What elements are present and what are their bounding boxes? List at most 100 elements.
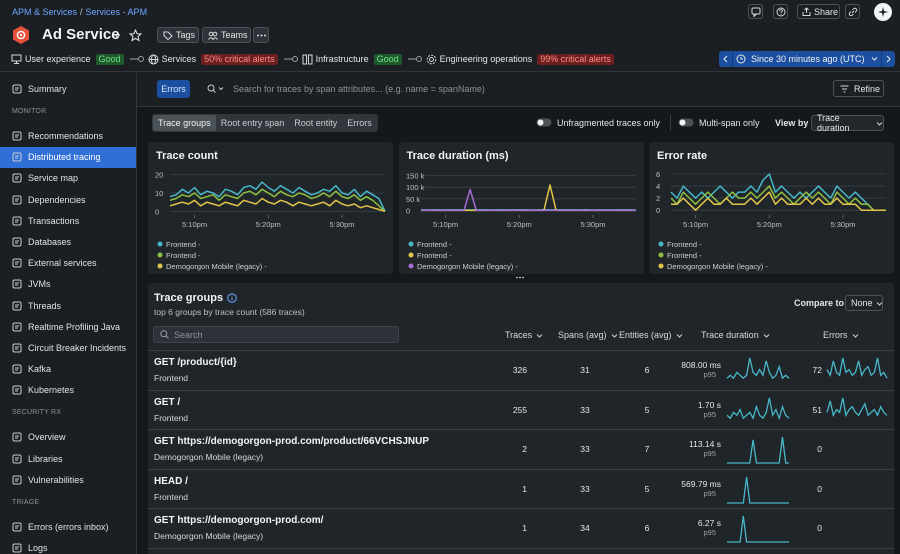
row-percentile: p95 bbox=[703, 409, 716, 419]
nav-item[interactable]: Libraries bbox=[28, 453, 63, 464]
breadcrumb-link[interactable]: APM & Services bbox=[12, 7, 78, 17]
column-header[interactable]: Entities (avg) bbox=[619, 328, 683, 342]
row-spans: 33 bbox=[580, 483, 590, 494]
compare-select[interactable]: None bbox=[845, 295, 883, 311]
y-tick-label: 4 bbox=[656, 182, 660, 191]
more-button[interactable] bbox=[253, 27, 269, 43]
resize-handle-shape bbox=[522, 276, 524, 279]
breadcrumb-link[interactable]: Services - APM bbox=[85, 7, 148, 17]
column-header[interactable]: Spans (avg) bbox=[558, 328, 618, 342]
row-divider bbox=[148, 508, 894, 510]
sparkline-line bbox=[726, 397, 790, 420]
time-picker[interactable]: Since 30 minutes ago (UTC) bbox=[719, 51, 895, 67]
series-line bbox=[169, 181, 386, 212]
column-header[interactable]: Traces bbox=[505, 328, 543, 342]
nav-icon-shape bbox=[12, 216, 22, 226]
series-line bbox=[670, 185, 886, 211]
sparkline bbox=[826, 357, 888, 379]
filter-pill[interactable]: Errors bbox=[157, 80, 190, 98]
nav-icon-shape bbox=[15, 525, 19, 529]
nav-icon-shape bbox=[15, 134, 19, 138]
legend-label: Demogorgon Mobile (legacy) - bbox=[417, 262, 518, 271]
nav-item[interactable]: Realtime Profiling Java bbox=[28, 321, 121, 332]
button-label: Teams bbox=[221, 30, 248, 40]
feedback-button[interactable] bbox=[748, 4, 763, 19]
legend-label: Frontend - bbox=[417, 251, 452, 260]
row-traces: 1 bbox=[522, 523, 527, 534]
nav-item[interactable]: Recommendations bbox=[28, 131, 104, 141]
resize-handle-shape bbox=[519, 276, 521, 279]
nav-icon-shape bbox=[12, 84, 22, 94]
nav-item[interactable]: Databases bbox=[28, 237, 72, 247]
nav-item[interactable]: Dependencies bbox=[28, 194, 86, 205]
nav-item[interactable]: Distributed tracing bbox=[28, 152, 101, 163]
nav-item[interactable]: Service map bbox=[28, 173, 79, 184]
search-input[interactable]: Search for traces by span attributes... … bbox=[233, 84, 485, 94]
toggle-label[interactable]: Unfragmented traces only bbox=[557, 118, 661, 128]
nav-item[interactable]: Summary bbox=[28, 84, 67, 94]
help-icon bbox=[776, 7, 786, 17]
row-traces: 326 bbox=[512, 365, 527, 375]
row-traces: 1 bbox=[522, 483, 527, 494]
nav-item[interactable]: Kubernetes bbox=[28, 385, 75, 396]
tab[interactable]: Root entry span bbox=[220, 118, 285, 128]
column-header-label: Trace duration bbox=[701, 330, 759, 340]
legend-swatch bbox=[658, 263, 664, 269]
table-search[interactable]: Search bbox=[153, 326, 399, 343]
row-duration: 113.14 s bbox=[689, 439, 721, 450]
select-caret bbox=[876, 121, 883, 126]
nav-item[interactable]: JVMs bbox=[28, 279, 51, 290]
legend-swatch bbox=[408, 263, 413, 269]
nav-item[interactable]: Errors (errors inbox) bbox=[28, 521, 109, 532]
y-tick-label: 50 k bbox=[406, 195, 420, 204]
legend-swatch bbox=[658, 252, 664, 258]
nav-item[interactable]: Circuit Breaker Incidents bbox=[28, 343, 127, 353]
toggle-switch-shape bbox=[679, 119, 686, 126]
help-icon-shape bbox=[776, 7, 786, 17]
info-icon-shape bbox=[227, 293, 237, 303]
row-traces: 255 bbox=[512, 404, 527, 415]
row-percentile: p95 bbox=[703, 528, 716, 538]
nav-icon-shape bbox=[15, 219, 19, 223]
nav-icon bbox=[12, 152, 22, 162]
view-by-select[interactable]: Trace duration bbox=[811, 113, 884, 133]
status-label: Infrastructure bbox=[315, 54, 369, 64]
nav-item[interactable]: External services bbox=[28, 258, 97, 269]
nav-icon-shape bbox=[15, 388, 19, 392]
row-name: GET /product/{id} bbox=[154, 357, 237, 368]
header bbox=[0, 0, 900, 72]
y-tick-label: 0 bbox=[406, 206, 410, 215]
view-by-value: Trace duration bbox=[817, 113, 850, 133]
link-button[interactable] bbox=[845, 4, 860, 19]
feedback-icon-shape bbox=[753, 13, 757, 17]
nav-item[interactable]: Transactions bbox=[28, 215, 80, 226]
header-button[interactable]: Teams bbox=[202, 27, 251, 43]
nav-item[interactable]: Threads bbox=[28, 300, 62, 311]
status-icon bbox=[426, 54, 436, 64]
help-button[interactable] bbox=[773, 4, 788, 19]
tab[interactable]: Root entity bbox=[294, 118, 338, 128]
nav-item[interactable]: Overview bbox=[28, 432, 66, 443]
assistant-button[interactable] bbox=[874, 3, 892, 21]
column-header[interactable]: Errors bbox=[823, 328, 859, 342]
nav-item[interactable]: Vulnerabilities bbox=[28, 474, 84, 485]
tab[interactable]: Errors bbox=[347, 118, 372, 128]
chart-title: Error rate bbox=[657, 150, 708, 162]
header-button[interactable]: Tags bbox=[157, 27, 199, 43]
y-tick-label: 10 bbox=[155, 189, 163, 198]
tab[interactable]: Trace groups bbox=[153, 115, 216, 131]
refine-button[interactable]: Refine bbox=[833, 80, 884, 97]
service-icon-shape bbox=[16, 30, 26, 40]
clock-icon-shape bbox=[736, 54, 746, 64]
nav-icon bbox=[12, 454, 22, 464]
toggle-label[interactable]: Multi-span only bbox=[699, 118, 760, 128]
nav-icon-shape bbox=[12, 322, 22, 332]
share-button[interactable]: Share bbox=[797, 4, 840, 19]
nav-item[interactable]: Logs bbox=[28, 543, 48, 553]
nav-icon bbox=[12, 131, 22, 141]
nav-item[interactable]: Kafka bbox=[28, 364, 52, 375]
row-entity: Frontend bbox=[154, 491, 189, 502]
column-header[interactable]: Trace duration bbox=[701, 328, 770, 342]
select-caret bbox=[876, 301, 882, 306]
